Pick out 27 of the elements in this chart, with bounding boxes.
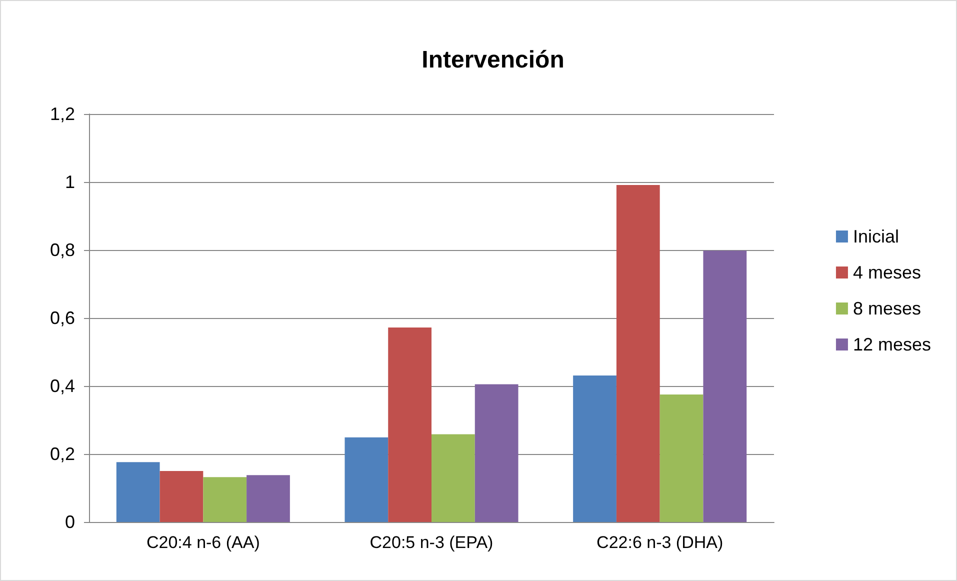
- bar: [703, 250, 747, 522]
- bar: [246, 475, 290, 522]
- bar: [388, 328, 432, 522]
- legend-label: Inicial: [852, 226, 899, 246]
- y-tick-label: 0: [64, 512, 75, 532]
- chart-title: Intervención: [422, 46, 564, 74]
- y-tick-label: 0,6: [50, 308, 75, 328]
- y-tick-label: 0,2: [50, 444, 75, 464]
- bar: [160, 471, 204, 522]
- bar: [203, 477, 247, 522]
- x-tick-label: C20:4 n-6 (AA): [146, 533, 260, 552]
- bar: [573, 375, 616, 522]
- legend-label: 8 meses: [852, 298, 921, 318]
- y-tick-label: 0,4: [50, 376, 75, 396]
- y-tick-label: 1: [64, 172, 75, 192]
- y-tick-label: 0,8: [50, 240, 75, 260]
- y-tick-label: 1,2: [50, 104, 75, 124]
- bar: [432, 434, 475, 522]
- bar: [660, 394, 704, 522]
- bar: [474, 384, 518, 522]
- legend-label: 4 meses: [852, 262, 921, 282]
- bar: [616, 185, 660, 522]
- legend-label: 12 meses: [852, 334, 932, 354]
- bar: [344, 437, 388, 522]
- x-tick-label: C20:5 n-3 (EPA): [370, 533, 494, 552]
- x-tick-label: C22:6 n-3 (DHA): [596, 533, 724, 552]
- bar: [116, 462, 160, 522]
